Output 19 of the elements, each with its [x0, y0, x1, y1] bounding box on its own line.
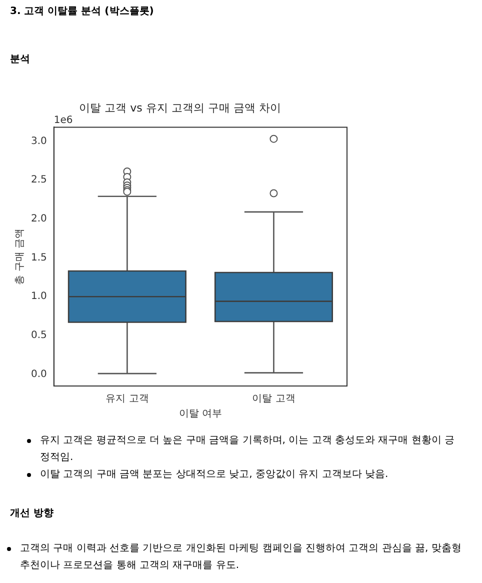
y-tick-label: 1.0 — [30, 291, 47, 302]
y-tick-label: 2.5 — [30, 174, 47, 186]
y-tick-label: 2.0 — [30, 214, 47, 224]
text: 1e6 — [54, 114, 73, 126]
text: 3. 고객 이탈률 분석 (박스플롯) — [10, 5, 154, 18]
chart-title: 이탈 고객 vs 유지 고객의 구매 금액 차이 — [79, 101, 281, 114]
x-axis-title: 이탈 여부 — [178, 408, 222, 420]
text: 유지 고객은 평균적으로 더 높은 구매 금액을 기록하며, 이는 고객 충성도와 재구매 현황이 긍정적임. — [40, 434, 456, 465]
y-tick-label: 1.5 — [30, 252, 47, 264]
x-tick-label: 유지 고객 — [106, 394, 149, 405]
text: 분석 — [10, 53, 30, 66]
y-tick-label: 0.5 — [30, 330, 47, 342]
text: 개선 방향 — [10, 507, 54, 521]
y-axis-title: 총 구매 금액 — [14, 228, 26, 285]
x-tick-label: 이탈 고객 — [252, 394, 296, 405]
text: 이탈 고객의 구매 금액 분포는 상대적으로 낮고, 중앙값이 유지 고객보다 낮음. — [40, 468, 390, 482]
y-tick-label: 3.0 — [30, 136, 47, 147]
text: 고객의 구매 이력과 선호를 기반으로 개인화된 마케팅 캠페인을 진행하여 고객의 관심을 끎, 맞춤형 추천이나 프로모션을 통해 고객의 재구매를 유도. — [20, 542, 462, 573]
y-tick-label: 0.0 — [30, 368, 47, 380]
